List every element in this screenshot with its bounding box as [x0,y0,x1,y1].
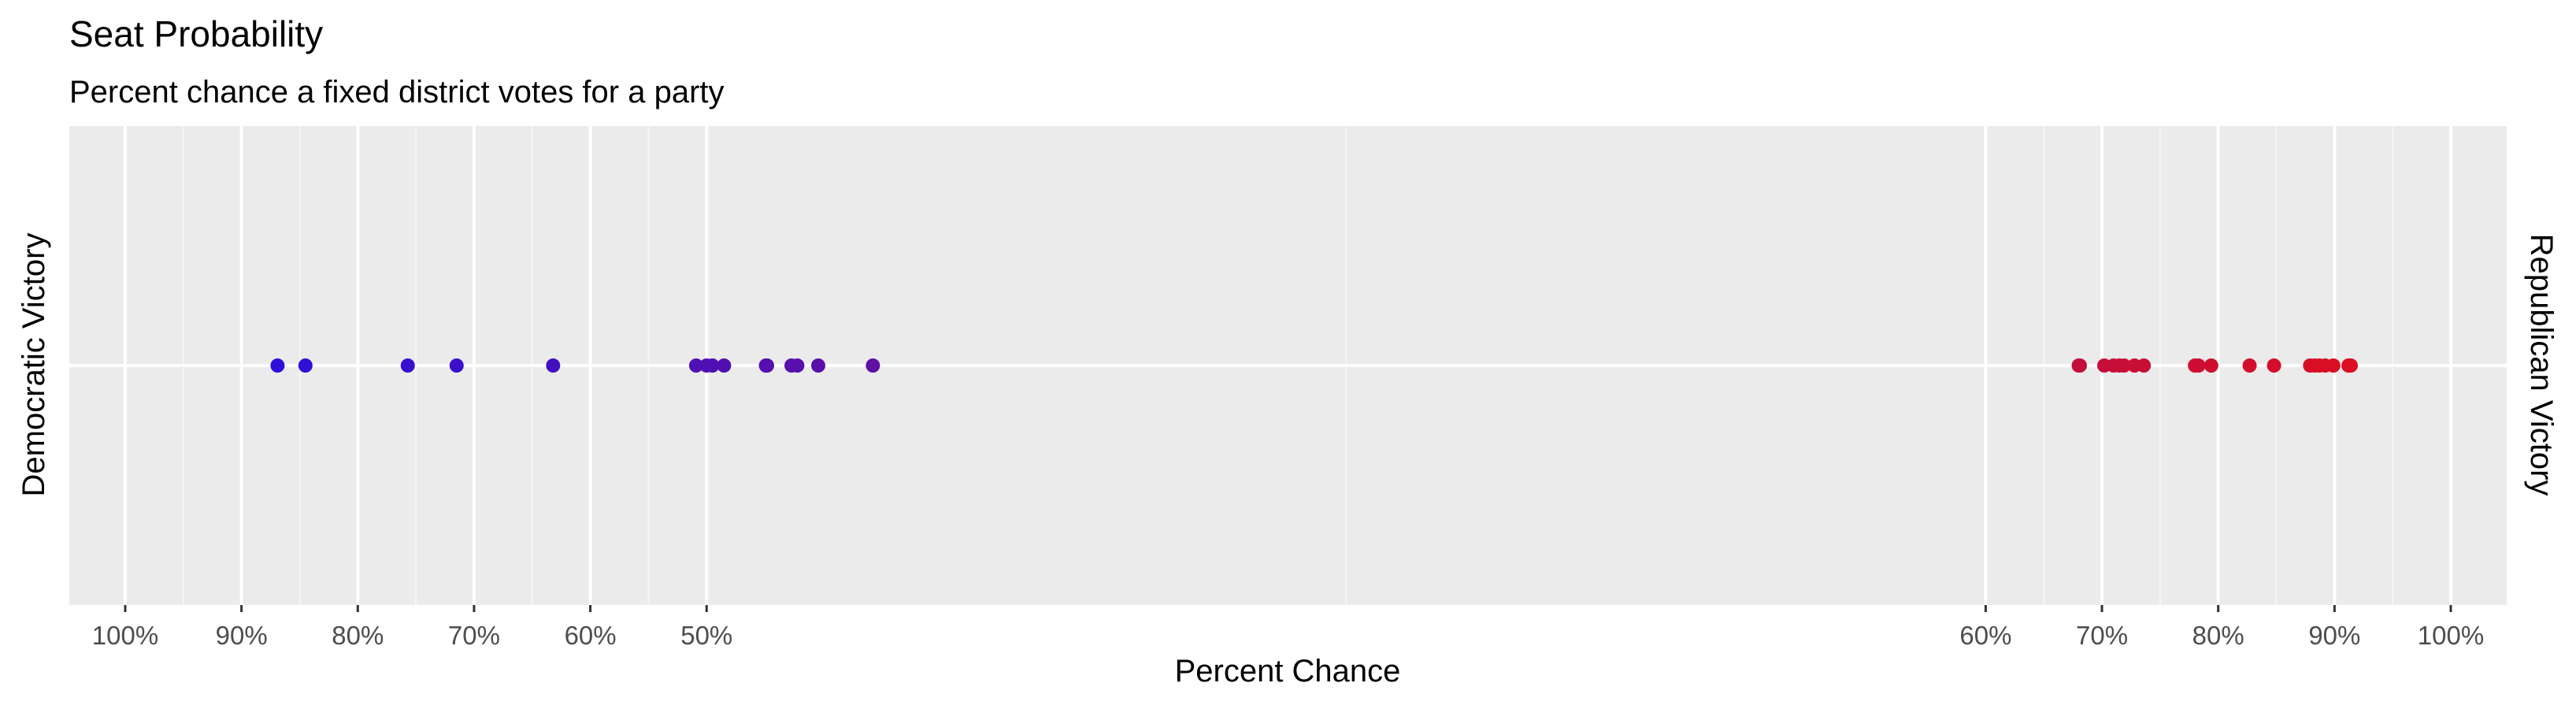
x-tick-label: 60% [1959,621,2011,650]
x-tick-label: 100% [92,621,158,650]
chart-title: Seat Probability [69,13,323,54]
data-point [2191,358,2206,373]
data-point [2242,358,2257,373]
y-axis-title-right: Republican Victory [2524,234,2559,496]
data-point [2137,358,2152,373]
x-tick-label: 100% [2418,621,2484,650]
x-axis-title: Percent Chance [1175,654,1401,689]
x-tick-label: 70% [448,621,500,650]
data-point [2267,358,2281,373]
data-point [688,358,703,373]
data-point [2072,358,2087,373]
data-point [400,358,415,373]
data-point [2117,358,2132,373]
data-point [449,358,464,373]
data-point [810,358,825,373]
y-axis-title-left: Democratic Victory [17,233,51,497]
data-point [298,358,313,373]
data-point [2344,358,2359,373]
chart-subtitle: Percent chance a fixed district votes fo… [69,75,725,110]
x-tick-label: 80% [332,621,384,650]
data-point [790,358,805,373]
data-point [705,358,720,373]
data-point [2203,358,2218,373]
x-tick-label: 50% [680,621,732,650]
data-point [717,358,732,373]
data-points [270,358,2359,373]
x-tick-label: 60% [565,621,617,650]
data-point [865,358,880,373]
x-tick-label: 90% [216,621,268,650]
data-point [760,358,775,373]
data-point [546,358,561,373]
x-tick-label: 70% [2076,621,2128,650]
x-tick-label: 90% [2308,621,2360,650]
x-tick-label: 80% [2192,621,2244,650]
x-axis-ticks: 100% 90% 80% 70% 60% 50% 60% 70% 80% 90% 100% [92,605,2484,650]
data-point [270,358,285,373]
data-point [2326,358,2341,373]
